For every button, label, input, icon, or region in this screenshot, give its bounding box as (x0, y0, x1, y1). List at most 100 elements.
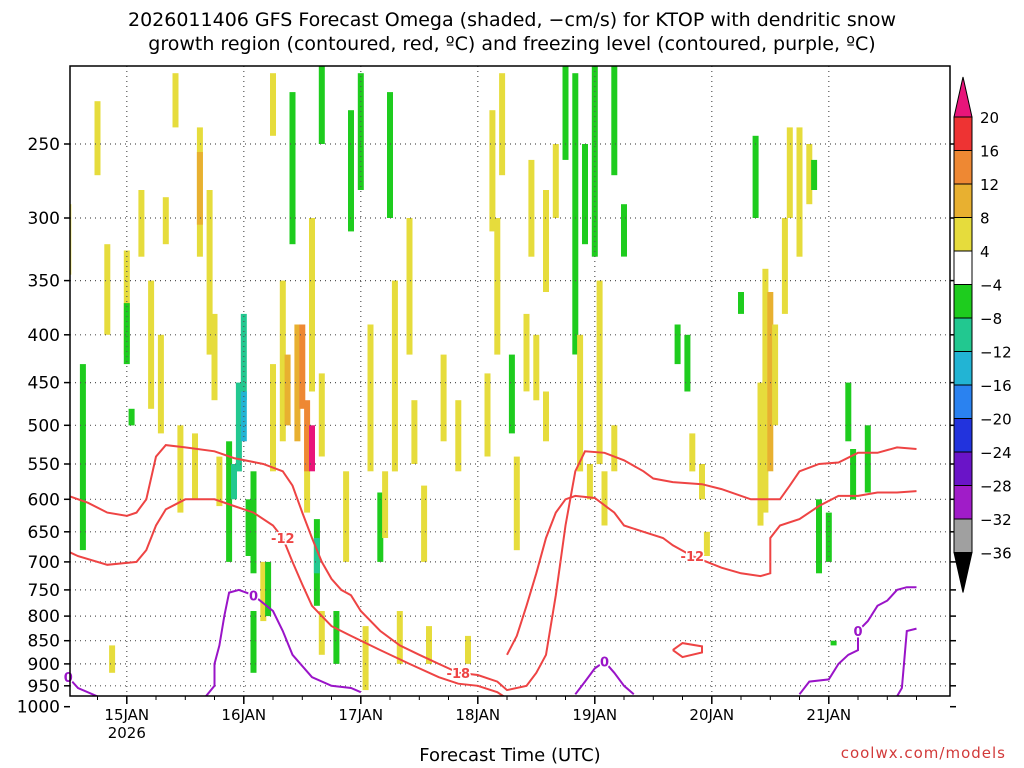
omega-cell (611, 66, 618, 176)
omega-cell (206, 190, 213, 355)
dendritic-contour-label: -18 (447, 667, 471, 682)
omega-cell (79, 364, 86, 551)
freezing-contour (204, 588, 362, 696)
colorbar-tick-label: 12 (980, 176, 999, 194)
dendritic-contour (672, 642, 703, 659)
omega-cell (309, 218, 315, 392)
omega-cell (211, 313, 218, 401)
omega-cell (309, 425, 315, 472)
colorbar-tick-label: −24 (980, 444, 1012, 462)
omega-cell (786, 127, 793, 218)
omega-cell (362, 626, 369, 691)
colorbar-tick-label: −16 (980, 377, 1012, 395)
omega-cell (572, 73, 579, 355)
omega-cell (582, 144, 588, 245)
omega-cell (523, 313, 530, 392)
y-tick-label: 900 (28, 655, 60, 675)
omega-cell (250, 471, 257, 574)
colorbar-tick-label: −4 (980, 277, 1002, 295)
omega-cell (621, 204, 627, 257)
freezing-contour (798, 586, 917, 695)
omega-cell (367, 324, 374, 472)
omega-cell (128, 408, 135, 426)
omega-cell (162, 197, 169, 245)
y-tick-label: 450 (28, 374, 60, 394)
omega-cell (318, 66, 325, 144)
omega-cell (577, 334, 584, 472)
x-tick-label: 16JAN (221, 706, 266, 724)
omega-cell (508, 354, 515, 434)
omega-cell (56, 53, 62, 82)
colorbar-swatch (953, 384, 973, 419)
x-tick-label: 15JAN (104, 706, 149, 724)
colorbar-swatch (953, 351, 973, 386)
omega-cell (235, 382, 242, 472)
grid-lines (70, 66, 950, 696)
colorbar-tick-label: 20 (980, 109, 999, 127)
y-tick-label: 1000 (17, 698, 60, 718)
omega-cell (270, 364, 276, 472)
colorbar-swatch (953, 518, 973, 553)
omega-cell (533, 334, 540, 401)
x-tick-label: 20JAN (689, 706, 734, 724)
omega-cell (343, 471, 350, 562)
omega-cell (382, 471, 389, 538)
omega-cell (499, 73, 506, 176)
colorbar-swatch (953, 150, 973, 185)
x-tick-label: 17JAN (338, 706, 383, 724)
omega-cell (552, 144, 559, 218)
omega-cell (752, 135, 759, 218)
colorbar-swatch (953, 217, 973, 252)
colorbar-tick-label: −12 (980, 344, 1012, 362)
colorbar-tick-label: −32 (980, 511, 1012, 529)
omega-cell (762, 268, 769, 513)
contour-labels: -18 -12 -12 0 0 0 0 (62, 531, 864, 688)
y-tick-label: 400 (28, 326, 60, 346)
omega-cell (489, 110, 496, 232)
omega-cell (279, 280, 286, 442)
omega-cell (767, 292, 774, 472)
omega-cell (596, 280, 603, 465)
y-tick-label: 250 (28, 135, 60, 155)
x-tick-label: 21JAN (806, 706, 851, 724)
colorbar: 20 16 12 8 4 −4 −8 −12 −16 −20 −24 −28 −32 −36 (953, 76, 1012, 593)
colorbar-swatch (953, 317, 973, 352)
colorbar-swatch (953, 485, 973, 520)
colorbar-tick-label: 16 (980, 143, 999, 161)
x-tick-label: 19JAN (572, 706, 617, 724)
omega-cell (543, 190, 549, 292)
omega-cell (806, 144, 813, 205)
omega-cell (313, 538, 320, 574)
omega-cell (396, 611, 403, 664)
y-axis: 250 300 350 400 450 500 550 600 650 700 750 800 850 9… (17, 135, 956, 718)
y-tick-label: 800 (28, 607, 60, 627)
dendritic-contour-label: -12 (271, 532, 295, 547)
omega-cell (494, 218, 501, 355)
omega-cell (586, 464, 593, 500)
omega-cell (484, 373, 491, 457)
omega-cell (240, 313, 247, 401)
colorbar-swatch (953, 284, 973, 319)
colorbar-swatch (953, 250, 973, 285)
freezing-contour (574, 660, 635, 696)
freezing-contour-label: 0 (853, 625, 862, 640)
y-tick-label: 650 (28, 523, 60, 543)
y-tick-label: 350 (28, 272, 60, 292)
y-tick-label: 550 (28, 455, 60, 475)
omega-cell (426, 626, 432, 664)
colorbar-swatch (953, 418, 973, 453)
omega-cell (421, 485, 428, 562)
freezing-contour (896, 627, 917, 696)
omega-cell (772, 324, 779, 426)
chart-title: 2026011406 GFS Forecast Omega (shaded, −… (127, 9, 896, 55)
colorbar-tick-label: −20 (980, 411, 1012, 429)
omega-cell (684, 334, 691, 392)
colorbar-tick-label: −28 (980, 478, 1012, 496)
omega-cell (157, 334, 164, 434)
omega-cell (270, 73, 276, 136)
omega-cell (377, 492, 384, 562)
omega-cell (811, 159, 818, 190)
omega-cell (304, 400, 311, 472)
omega-cell (138, 190, 145, 257)
y-tick-label: 850 (28, 632, 60, 652)
